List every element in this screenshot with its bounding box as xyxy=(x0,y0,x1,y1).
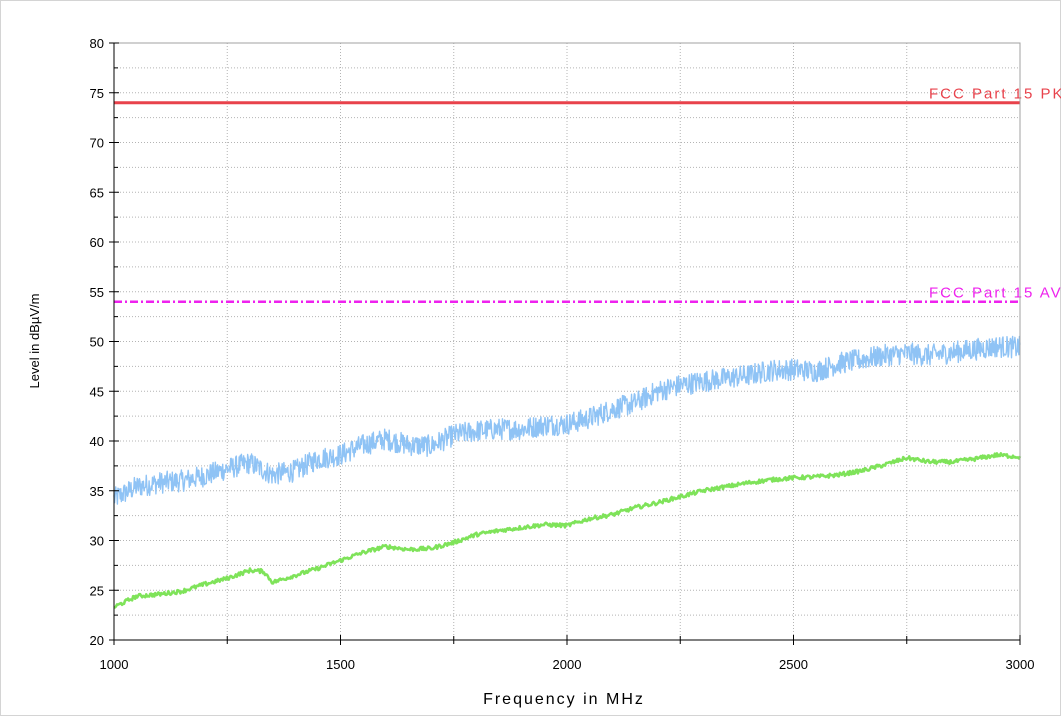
y-tick-label: 40 xyxy=(90,434,104,449)
x-tick-label: 3000 xyxy=(1006,657,1035,672)
y-axis-title: Level in dBµV/m xyxy=(27,294,42,389)
y-tick-label: 60 xyxy=(90,235,104,250)
y-tick-label: 75 xyxy=(90,86,104,101)
x-tick-label: 1500 xyxy=(326,657,355,672)
grid xyxy=(113,42,1021,641)
y-tick-label: 70 xyxy=(90,136,104,151)
y-tick-label: 55 xyxy=(90,285,104,300)
series-line xyxy=(113,335,1021,505)
x-axis-title: Frequency in MHz xyxy=(483,691,645,708)
limit-label: FCC Part 15 AV xyxy=(929,285,1061,302)
y-tick-label: 25 xyxy=(90,583,104,598)
y-tick-label: 45 xyxy=(90,384,104,399)
y-tick-label: 30 xyxy=(90,534,104,549)
series-line xyxy=(113,452,1022,609)
limit-label: FCC Part 15 PK xyxy=(929,86,1061,103)
y-tick-label: 65 xyxy=(90,185,104,200)
x-tick-label: 2500 xyxy=(779,657,808,672)
limit-lines: FCC Part 15 PK FCC Part 15 AV xyxy=(114,86,1061,303)
y-tick-label: 20 xyxy=(90,633,104,648)
series-layer xyxy=(113,335,1022,609)
y-tick-label: 35 xyxy=(90,484,104,499)
axes: 20 25 30 35 40 45 50 55 60 65 70 75 80 1000 1500 2000 25… xyxy=(90,36,1035,672)
y-tick-label: 80 xyxy=(90,36,104,51)
y-tick-label: 50 xyxy=(90,335,104,350)
x-tick-label: 1000 xyxy=(100,657,129,672)
x-tick-label: 2000 xyxy=(553,657,582,672)
